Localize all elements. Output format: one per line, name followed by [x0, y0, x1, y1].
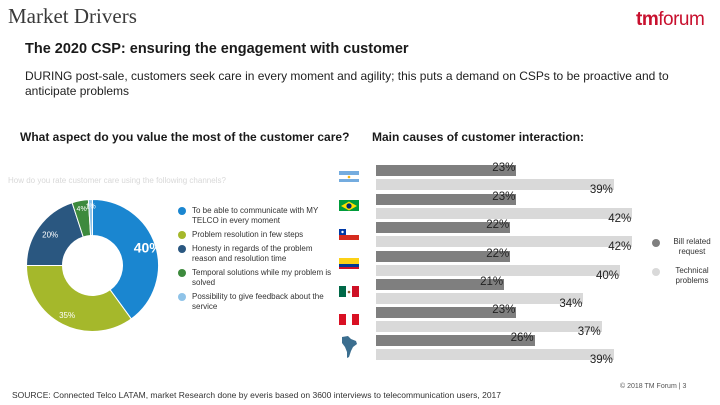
customer-care-donut-chart: 40% 35% 20% 4%1% — [25, 198, 163, 332]
bar-value-label: 39% — [589, 184, 613, 196]
faded-caption: How do you rate customer care using the … — [8, 176, 226, 185]
donut-legend-item: To be able to communicate with MY TELCO … — [178, 206, 338, 226]
bar-colombia-bill — [376, 251, 511, 262]
bar-value-label: 26% — [510, 332, 534, 344]
donut-slice-5 — [87, 198, 93, 237]
donut-legend-item: Possibility to give feedback about the s… — [178, 292, 338, 312]
left-question: What aspect do you value the most of the… — [20, 130, 350, 144]
bar-value-label: 42% — [608, 213, 632, 225]
donut-label-1: 40% — [134, 239, 163, 255]
logo-prefix: tm — [636, 9, 659, 30]
bar-chile-bill — [376, 222, 511, 233]
bar-value-label: 39% — [589, 354, 613, 366]
donut-legend-label: Honesty in regards of the problem reason… — [192, 244, 313, 263]
donut-slice-1 — [92, 198, 159, 320]
donut-legend-label: Problem resolution in few steps — [192, 230, 304, 239]
legend-dot-icon — [178, 293, 186, 301]
bar-value-label: 34% — [559, 298, 583, 310]
description: DURING post-sale, customers seek care in… — [25, 69, 669, 98]
source-note: SOURCE: Connected Telco LATAM, market Re… — [12, 390, 501, 400]
bar-mexico-bill — [376, 279, 505, 290]
bar-chile-technical — [376, 236, 633, 247]
legend-dot-icon — [178, 269, 186, 277]
bar-latin-america-technical — [376, 349, 614, 360]
donut-legend-label: Possibility to give feedback about the s… — [192, 292, 324, 311]
bar-value-label: 23% — [492, 191, 516, 203]
bars-legend-dot-icon — [652, 268, 660, 276]
bar-argentina-technical — [376, 179, 614, 190]
bar-value-label: 22% — [486, 219, 510, 231]
chile-flag-icon — [339, 228, 359, 240]
bar-value-label: 23% — [492, 162, 516, 174]
bar-value-label: 23% — [492, 304, 516, 316]
bar-brazil-technical — [376, 208, 633, 219]
donut-label-3: 20% — [42, 231, 58, 240]
copyright-footer: © 2018 TM Forum | 3 — [620, 383, 687, 390]
brazil-flag-icon — [339, 199, 359, 211]
donut-label-2: 35% — [59, 311, 75, 320]
legend-dot-icon — [178, 231, 186, 239]
donut-legend: To be able to communicate with MY TELCO … — [178, 206, 338, 316]
donut-label-4: 4% — [77, 206, 87, 213]
bar-colombia-technical — [376, 265, 620, 276]
peru-flag-icon — [339, 313, 359, 325]
mexico-flag-icon — [339, 285, 359, 297]
subtitle: The 2020 CSP: ensuring the engagement wi… — [25, 41, 409, 57]
argentina-flag-icon — [339, 170, 359, 182]
bars-legend-dot-icon — [652, 239, 660, 247]
bar-value-label: 21% — [480, 276, 504, 288]
bar-peru-bill — [376, 307, 517, 318]
donut-label-5: 1% — [86, 203, 96, 210]
bar-mexico-technical — [376, 293, 584, 304]
slide-title: Market Drivers — [8, 4, 137, 28]
bars-legend-label: Bill related request — [673, 237, 711, 256]
bar-value-label: 42% — [608, 241, 632, 253]
colombia-flag-icon — [339, 257, 359, 269]
donut-legend-label: To be able to communicate with MY TELCO … — [192, 206, 319, 225]
donut-legend-item: Honesty in regards of the problem reason… — [178, 244, 338, 264]
bar-peru-technical — [376, 321, 602, 332]
donut-legend-label: Temporal solutions while my problem is s… — [192, 268, 332, 287]
donut-legend-item: Temporal solutions while my problem is s… — [178, 268, 338, 288]
latin-america-map-icon — [339, 335, 359, 359]
bar-brazil-bill — [376, 194, 517, 205]
bar-latin-america-bill — [376, 335, 535, 346]
bar-value-label: 22% — [486, 248, 510, 260]
bar-value-label: 40% — [596, 270, 620, 282]
legend-dot-icon — [178, 245, 186, 253]
logo-suffix: forum — [658, 9, 705, 30]
donut-legend-item: Problem resolution in few steps — [178, 230, 338, 240]
bars-legend-label: Technical problems — [675, 266, 709, 285]
tmforum-logo: tmforum — [636, 9, 705, 31]
right-question: Main causes of customer interaction: — [372, 130, 585, 144]
bar-value-label: 37% — [577, 326, 601, 338]
bar-argentina-bill — [376, 165, 517, 176]
legend-dot-icon — [178, 207, 186, 215]
donut-slice-2 — [25, 265, 132, 332]
